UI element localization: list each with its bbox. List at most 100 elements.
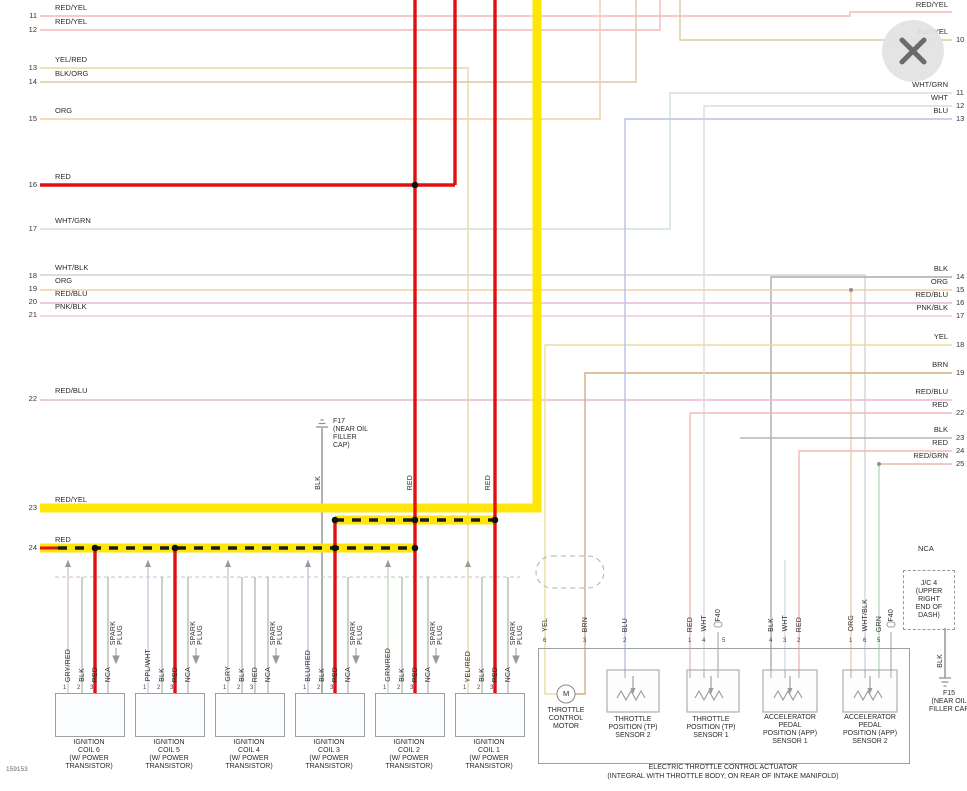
right-row-label: WHT [930,93,948,102]
actuator-wire-label: YEL [542,618,549,632]
wire-yel-motor[interactable] [544,344,952,695]
ignition-coil-1-box[interactable] [455,693,525,737]
right-row-number: 14 [956,272,965,281]
coil-pin-number: 1 [143,685,147,691]
coil-pin-number: 3 [410,685,414,691]
wire-brn-motor[interactable] [575,372,952,695]
ignition-coil-2-box[interactable] [375,693,445,737]
coil-pin2-stubs[interactable] [81,577,483,693]
coil-wire-label: BLU/RED [305,650,312,682]
spark-plug-label: PLUG [277,625,284,645]
ignition-coil-6-box[interactable] [55,693,125,737]
fuse-f40-icon-1[interactable] [713,621,723,628]
left-row-label: YEL/RED [55,55,88,64]
actuator-pin-number: 2 [797,638,801,644]
highlight-red-yel-23[interactable] [40,0,542,513]
actuator-pin-number: 3 [583,638,587,644]
coil-wire-label: PPL/WHT [145,649,152,682]
actuator-pin-number: 6 [543,638,547,644]
ignition-coil-5-box[interactable] [135,693,205,737]
wire-blk-yel[interactable] [679,0,952,41]
right-row-number: 25 [956,459,965,468]
wire-red-yel-12[interactable] [40,0,661,31]
diagram-number: 159153 [6,766,28,773]
app-sensor2-caption: ACCELERATOR PEDAL POSITION (APP) SENSOR … [842,714,898,745]
right-row-label: BLK [933,425,948,434]
left-row-label: WHT/GRN [55,216,91,225]
coil-pin-number: 3 [250,685,254,691]
coil-nca-stubs[interactable] [107,577,509,693]
junction-dots [91,181,499,552]
fuse-f40-icon-2[interactable] [886,621,896,628]
right-row-number: 11 [956,88,964,97]
right-row-label: RED/GRN [913,451,948,460]
spark-plug-label: PLUG [517,625,524,645]
coil-wire-label: RED [492,666,499,682]
actuator-wire-label: ORG [848,615,855,632]
motor-symbol[interactable] [556,684,576,704]
coil-pin-number: 2 [397,685,401,691]
left-row-number: 23 [28,503,37,512]
spark-plug-label: PLUG [357,625,364,645]
spark-plug-arrows [112,648,520,665]
wire-red-tp1[interactable] [689,412,952,670]
left-row-label: RED [55,172,71,181]
actuator-wire-label: WHT/BLK [862,599,869,632]
ignition-coil-2-caption: IGNITION COIL 2 (W/ POWER TRANSISTOR) [385,739,433,770]
tp-sensor1-box[interactable] [686,669,740,713]
right-row-label: RED/BLU [915,387,948,396]
coil-pin-number: 3 [330,685,334,691]
coil-wire-label: YEL/RED [465,650,472,682]
sensor-pin-stubs [624,670,892,678]
coil-wire-label: NCA [185,666,192,682]
wire-wht-tp1[interactable] [703,105,952,670]
wire-blk-org-14[interactable] [40,0,637,83]
wire-blk-right-14[interactable] [770,276,952,670]
wire-blu-tp2[interactable] [624,118,952,670]
wire-wht-grn[interactable] [40,92,952,230]
wire-wht-blk[interactable] [40,274,866,670]
actuator-wire-label: BLU [622,617,629,632]
coil-wire-label: GRY [225,666,232,682]
close-button[interactable] [882,20,944,82]
fuse-f40-label: F40 [888,609,895,622]
ground-f15-icon[interactable] [939,677,951,687]
throttle-actuator-box[interactable] [538,648,910,764]
coil-wire-label: BLK [79,668,86,682]
ignition-coil-3-box[interactable] [295,693,365,737]
wire-red-yel-11[interactable] [40,11,952,17]
ground-f17-icon[interactable] [316,419,328,428]
right-row-number: 10 [956,35,965,44]
coil-wire-label: NCA [105,666,112,682]
coil-wire-label: GRN/RED [385,648,392,682]
right-row-label: BRN [932,360,948,369]
wire-org-15[interactable] [40,0,601,120]
coil-pin-number: 2 [157,685,161,691]
left-row-number: 20 [28,297,37,306]
coil-wire-label: NCA [425,666,432,682]
right-row-label: ORG [930,277,948,286]
fuse-f40-label: F40 [715,609,722,622]
actuator-wire-label: GRN [876,615,883,632]
left-row-label: RED/BLU [55,386,88,395]
ground-f15-label: F15 (NEAR OIL FILLER CAP [928,690,967,713]
actuator-pin-number: 5 [877,638,881,644]
connector-outline[interactable] [535,555,605,589]
right-row-label: RED [932,400,948,409]
ignition-coil-4-box[interactable] [215,693,285,737]
coil-pin-number: 3 [90,685,94,691]
coil-pin-number: 1 [383,685,387,691]
throttle-motor-caption: THROTTLE CONTROL MOTOR [547,707,585,730]
left-row-label: RED/BLU [55,289,88,298]
left-row-number: 14 [28,77,37,86]
coil-wire-label: RED [92,666,99,682]
wire-yel-red-13[interactable] [40,67,469,693]
jc4-junction-box[interactable]: J/C 4 (UPPER RIGHT END OF DASH) [903,570,955,630]
ignition-coil-6-caption: IGNITION COIL 6 (W/ POWER TRANSISTOR) [65,739,113,770]
ignition-coil-4-caption: IGNITION COIL 4 (W/ POWER TRANSISTOR) [225,739,273,770]
coil-pin-number: 2 [317,685,321,691]
actuator-pin-number: 2 [623,638,627,644]
wire-red-app1[interactable] [798,450,952,670]
actuator-pin-number: 1 [849,638,853,644]
left-row-number: 13 [28,63,37,72]
